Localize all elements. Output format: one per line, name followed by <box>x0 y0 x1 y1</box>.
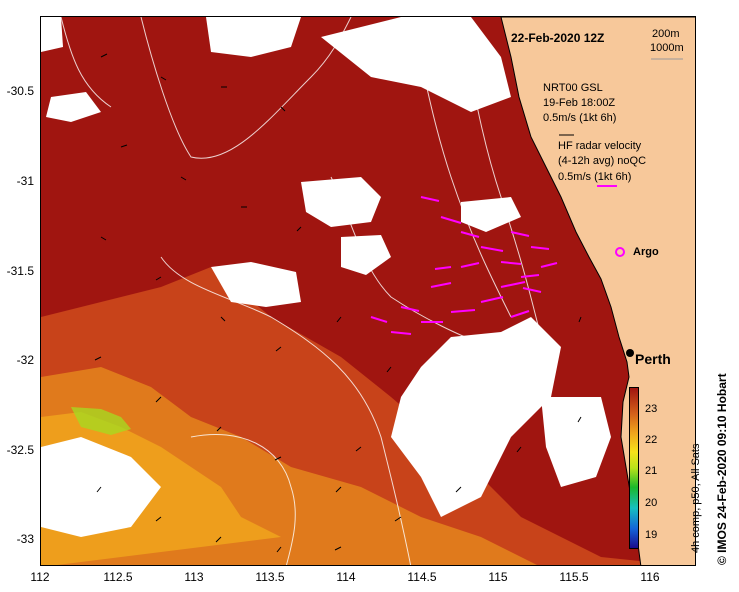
radar-legend-line: 0.5m/s (1kt 6h) <box>558 171 632 183</box>
map-frame <box>40 16 696 566</box>
model-velocity-arrows <box>94 53 582 553</box>
city-label: Perth <box>635 351 671 367</box>
cloud-mask <box>301 177 381 227</box>
y-tick: -32.5 <box>6 443 34 457</box>
model-legend-line: 19-Feb 18:00Z <box>543 97 616 109</box>
credit-text: © IMOS 24-Feb-2020 09:10 Hobart <box>715 373 729 565</box>
x-tick: 114.5 <box>407 570 437 584</box>
model-legend-line: NRT00 GSL <box>543 82 603 94</box>
depth-contours <box>60 17 542 565</box>
y-tick: -31 <box>16 174 34 188</box>
depth-label-1000: 1000m <box>650 42 684 54</box>
argo-marker <box>615 247 625 257</box>
cloud-mask <box>341 235 391 275</box>
colorbar-tick: 19 <box>645 529 658 541</box>
colorbar-tick: 21 <box>645 465 658 477</box>
colorbar-tick: 23 <box>645 403 658 415</box>
x-tick: 112.5 <box>103 570 133 584</box>
colorbar-label: 4h comp, p50, All Sats <box>690 443 702 553</box>
cloud-mask <box>391 317 561 517</box>
map-title: 22-Feb-2020 12Z <box>511 31 605 45</box>
cloud-mask <box>461 197 521 232</box>
cloud-mask <box>321 17 511 112</box>
cloud-mask <box>541 397 611 487</box>
x-tick: 116 <box>640 570 660 584</box>
green-patch <box>71 407 131 435</box>
x-tick: 115 <box>488 570 508 584</box>
depth-label-200: 200m <box>652 28 680 40</box>
colorbar-tick: 22 <box>645 434 658 446</box>
x-tick: 113 <box>184 570 204 584</box>
colorbar-tick: 20 <box>645 497 658 509</box>
sst-map[interactable] <box>41 17 696 566</box>
cloud-mask <box>41 17 63 52</box>
radar-legend-line: (4-12h avg) noQC <box>558 155 647 167</box>
y-tick: -32 <box>16 353 34 367</box>
radar-velocity-arrows <box>370 196 558 335</box>
y-tick: -31.5 <box>6 264 34 278</box>
x-tick: 113.5 <box>255 570 285 584</box>
y-tick: -30.5 <box>6 84 34 98</box>
colorbar <box>629 387 639 549</box>
y-tick: -33 <box>16 532 34 546</box>
x-tick: 114 <box>336 570 356 584</box>
land <box>500 17 695 565</box>
model-legend-line: 0.5m/s (1kt 6h) <box>543 112 617 124</box>
x-tick: 115.5 <box>559 570 589 584</box>
perth-marker <box>626 349 634 357</box>
radar-legend-line: HF radar velocity <box>558 140 642 152</box>
cloud-mask <box>211 262 301 307</box>
argo-label: Argo <box>633 246 659 258</box>
cloud-mask <box>46 92 101 122</box>
cloud-mask <box>206 17 301 57</box>
x-tick: 112 <box>30 570 50 584</box>
